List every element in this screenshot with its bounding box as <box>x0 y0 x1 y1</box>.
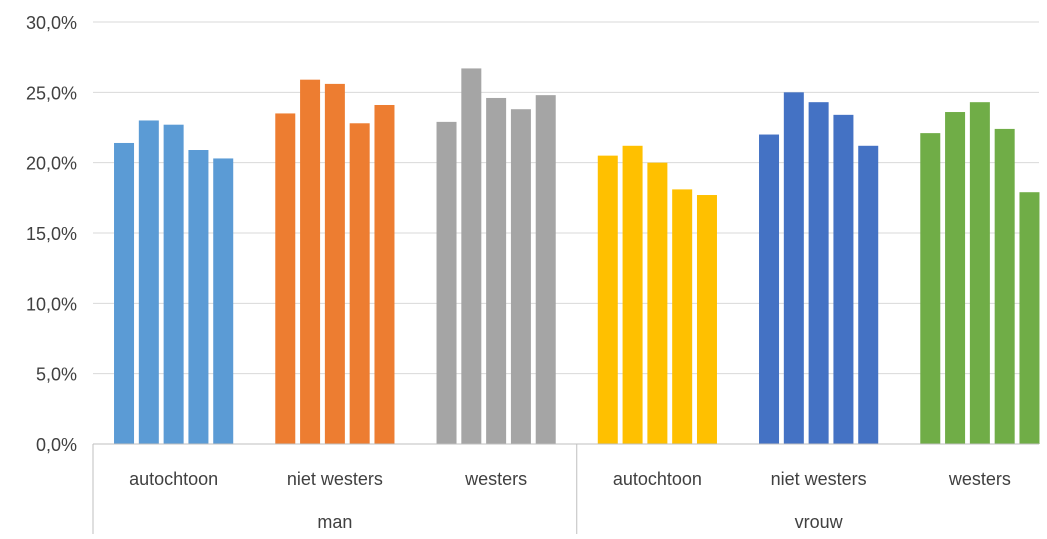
bars <box>114 68 1040 445</box>
x-axis-category-labels: autochtoon niet westers westers autochtoon n… <box>129 469 1011 532</box>
bar <box>349 123 370 444</box>
bar <box>647 162 668 444</box>
bar <box>920 133 941 445</box>
bar <box>969 102 990 445</box>
bar <box>486 97 507 445</box>
bar <box>461 68 482 445</box>
x-subcategory-label: westers <box>464 469 527 489</box>
x-group-label: man <box>317 512 352 532</box>
bar <box>188 150 209 445</box>
x-subcategory-label: westers <box>948 469 1011 489</box>
y-tick-label: 10,0% <box>26 294 77 314</box>
bar <box>163 124 184 444</box>
bar <box>597 155 618 444</box>
gridlines <box>93 21 1039 375</box>
x-subcategory-label: niet westers <box>771 469 867 489</box>
bar <box>808 102 829 445</box>
y-tick-label: 20,0% <box>26 154 77 174</box>
y-tick-label: 15,0% <box>26 224 77 244</box>
bar <box>622 145 643 444</box>
bar <box>672 189 693 444</box>
bar <box>374 104 395 444</box>
y-tick-label: 5,0% <box>36 365 77 385</box>
y-axis-tick-labels: 0,0% 5,0% 10,0% 15,0% 20,0% 25,0% 30,0% <box>26 13 77 455</box>
bar <box>510 109 531 445</box>
y-tick-label: 25,0% <box>26 83 77 103</box>
bar <box>858 145 879 444</box>
bar <box>138 120 159 444</box>
x-axis <box>92 443 1039 534</box>
bar <box>324 83 345 444</box>
x-subcategory-label: autochtoon <box>129 469 218 489</box>
bar <box>436 121 457 444</box>
bar <box>994 128 1015 444</box>
bar <box>783 92 804 444</box>
x-group-label: vrouw <box>795 512 844 532</box>
bar <box>300 79 321 444</box>
bar <box>1019 192 1040 444</box>
bar <box>213 158 234 445</box>
bar <box>696 195 717 444</box>
bar <box>275 113 296 444</box>
bar <box>945 112 966 444</box>
bar <box>114 142 135 444</box>
x-subcategory-label: niet westers <box>287 469 383 489</box>
bar <box>759 134 780 445</box>
y-tick-label: 0,0% <box>36 435 77 455</box>
x-subcategory-label: autochtoon <box>613 469 702 489</box>
bar <box>535 95 556 444</box>
y-tick-label: 30,0% <box>26 13 77 33</box>
bar <box>833 114 854 444</box>
